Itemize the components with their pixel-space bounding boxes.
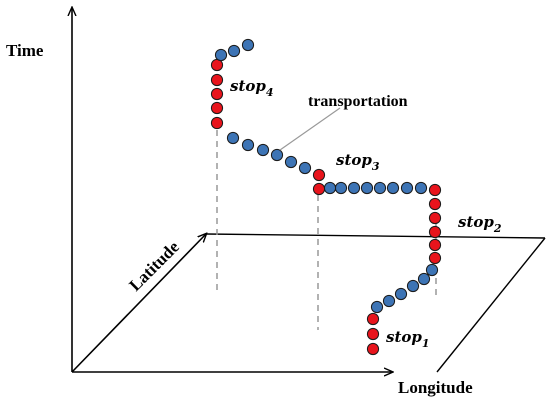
move-point-8 (417, 272, 431, 286)
move-point-26 (298, 161, 312, 175)
stop-point-10 (428, 251, 442, 265)
move-point-18 (386, 181, 400, 195)
stop-point-24 (312, 182, 326, 196)
plane-edge-right (436, 237, 546, 373)
plane-edge-back (205, 233, 546, 239)
move-point-5 (382, 294, 396, 308)
stop-1-sub: 1 (422, 337, 430, 350)
longitude-axis-label: Longitude (398, 378, 473, 397)
stop-3-sub: 3 (372, 160, 380, 173)
move-point-30 (241, 138, 255, 152)
stop-4-base: stop (230, 77, 266, 95)
move-point-19 (373, 181, 387, 195)
move-point-20 (360, 181, 374, 195)
move-point-6 (394, 287, 408, 301)
move-point-23 (323, 181, 337, 195)
move-point-22 (334, 181, 348, 195)
time-axis-label: Time (6, 41, 44, 60)
move-point-21 (347, 181, 361, 195)
move-point-9 (425, 263, 439, 277)
move-point-17 (400, 181, 414, 195)
move-point-38 (227, 44, 241, 58)
move-point-4 (370, 300, 384, 314)
move-point-16 (414, 181, 428, 195)
move-point-37 (214, 48, 228, 62)
stop-point-25 (312, 168, 326, 182)
stop-point-14 (428, 197, 442, 211)
stop-point-3 (366, 312, 380, 326)
stop-2-sub: 2 (493, 222, 502, 235)
move-point-28 (270, 148, 284, 162)
move-point-7 (406, 279, 420, 293)
stop-point-34 (210, 87, 224, 101)
stop-point-33 (210, 101, 224, 115)
transportation-label: transportation (308, 93, 408, 110)
stop-point-2 (366, 327, 380, 341)
stop-1-label: stop1 (386, 328, 430, 350)
stop-2-base: stop (458, 213, 494, 231)
stop-point-13 (428, 211, 442, 225)
stop-point-1 (366, 342, 380, 356)
stop-point-12 (428, 225, 442, 239)
trajectory-points (210, 38, 442, 356)
stop-point-11 (428, 238, 442, 252)
annotation-leader (279, 107, 341, 151)
projection-lines (216, 130, 437, 330)
stop-3-base: stop (336, 151, 372, 169)
latitude-axis (71, 234, 206, 373)
stop-3-label: stop3 (336, 151, 380, 173)
stop-4-sub: 4 (266, 86, 274, 99)
stop-4-label: stop4 (230, 77, 274, 99)
stop-2-label: stop2 (458, 213, 502, 235)
stop-point-32 (210, 116, 224, 130)
stop-point-35 (210, 73, 224, 87)
move-point-31 (226, 131, 240, 145)
move-point-29 (256, 143, 270, 157)
stop-1-base: stop (386, 328, 422, 346)
stop-point-15 (428, 183, 442, 197)
move-point-39 (241, 38, 255, 52)
move-point-27 (284, 155, 298, 169)
